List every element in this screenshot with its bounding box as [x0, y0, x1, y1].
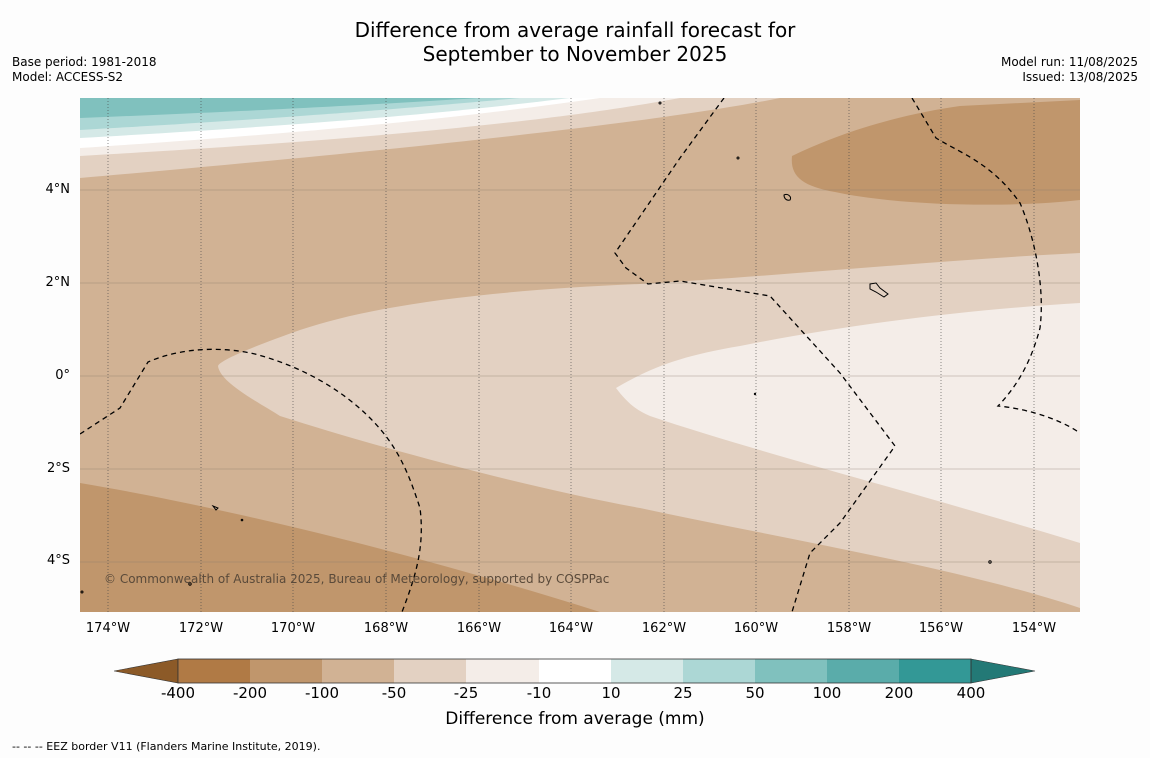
colorbar-tick: -200 — [232, 684, 268, 702]
island-6 — [658, 101, 662, 105]
anomaly-band-top-50-100 — [80, 98, 480, 118]
lon-label-160w: 160°W — [733, 621, 779, 636]
colorbar-tick: 10 — [601, 684, 621, 702]
colorbar-cell-25-50 — [683, 659, 755, 683]
lat-label-equator: 0° — [55, 368, 70, 383]
lon-label-156w: 156°W — [918, 621, 964, 636]
colorbar-cell-50-100 — [755, 659, 827, 683]
lat-label-2n: 2°N — [45, 275, 71, 290]
island-3 — [240, 518, 244, 522]
colorbar — [114, 658, 1036, 684]
eez-footnote: -- -- -- EEZ border V11 (Flanders Marine… — [12, 740, 321, 753]
lat-label-2s: 2°S — [46, 461, 70, 476]
lon-label-164w: 164°W — [548, 621, 594, 636]
colorbar-tick: -400 — [160, 684, 196, 702]
lon-label-166w: 166°W — [456, 621, 502, 636]
title-line-2: September to November 2025 — [422, 42, 728, 66]
lon-label-170w: 170°W — [270, 621, 316, 636]
colorbar-tick: 50 — [745, 684, 765, 702]
model-name: Model: ACCESS-S2 — [12, 70, 124, 84]
lat-label-4s: 4°S — [46, 553, 70, 568]
eez-borders — [80, 98, 1080, 612]
lon-label-172w: 172°W — [178, 621, 224, 636]
colorbar-cell-neg10-10 — [539, 659, 611, 683]
colorbar-tick: 200 — [884, 684, 914, 702]
colorbar-cell-10-25 — [611, 659, 683, 683]
lon-label-158w: 158°W — [826, 621, 872, 636]
colorbar-tick: -100 — [304, 684, 340, 702]
colorbar-tick: 100 — [812, 684, 842, 702]
island-8 — [753, 392, 757, 396]
anomaly-band-bottom-neg200-neg100 — [80, 483, 600, 612]
colorbar-tick: -25 — [453, 684, 479, 702]
colorbar-cell-below-neg400 — [114, 658, 179, 684]
lon-label-162w: 162°W — [641, 621, 687, 636]
colorbar-cell-above-400 — [970, 658, 1036, 684]
meta-left: Base period: 1981-2018 Model: ACCESS-S2 — [12, 55, 157, 85]
colorbar-cell-200-400 — [899, 659, 971, 683]
colorbar-label: Difference from average (mm) — [445, 709, 705, 729]
eez-border-west — [80, 348, 422, 612]
latitude-gridlines — [80, 189, 1080, 563]
copyright-notice: © Commonwealth of Australia 2025, Bureau… — [104, 572, 610, 586]
islands — [80, 101, 992, 594]
lon-label-154w: 154°W — [1011, 621, 1057, 636]
colorbar-cell-neg50-neg25 — [394, 659, 466, 683]
base-period: Base period: 1981-2018 — [12, 55, 157, 69]
anomaly-band-central-neg25-neg10 — [616, 303, 1080, 543]
colorbar-cell-neg25-neg10 — [466, 659, 539, 683]
island-2 — [211, 504, 219, 511]
title-line-1: Difference from average rainfall forecas… — [354, 18, 796, 42]
colorbar-cell-100-200 — [827, 659, 899, 683]
island-kiritimati — [869, 282, 889, 298]
colorbar-cell-neg400-neg200 — [178, 659, 250, 683]
rainfall-anomaly-map — [80, 98, 1080, 612]
island-7 — [736, 156, 740, 160]
island-1 — [783, 194, 791, 201]
lon-label-168w: 168°W — [363, 621, 409, 636]
colorbar-tick: -10 — [526, 684, 552, 702]
colorbar-tick: 25 — [673, 684, 693, 702]
colorbar-outline — [177, 658, 972, 684]
island-4 — [188, 582, 192, 586]
map-panel — [80, 98, 1080, 612]
model-run: Model run: 11/08/2025 — [1000, 55, 1138, 69]
issued-date: Issued: 13/08/2025 — [1022, 70, 1138, 84]
colorbar-cell-neg100-neg50 — [322, 659, 394, 683]
eez-border-east — [911, 98, 1080, 434]
island-5 — [988, 560, 992, 564]
anomaly-band-topright-neg200-neg100 — [791, 100, 1080, 205]
colorbar-cell-neg200-neg100 — [250, 659, 322, 683]
meta-right: Model run: 11/08/2025 Issued: 13/08/2025 — [1001, 55, 1138, 85]
colorbar-tick: 400 — [956, 684, 986, 702]
map-title: Difference from average rainfall forecas… — [0, 18, 1150, 66]
lon-label-174w: 174°W — [85, 621, 131, 636]
island-9 — [80, 590, 84, 594]
lat-label-4n: 4°N — [45, 182, 71, 197]
colorbar-tick: -50 — [381, 684, 407, 702]
